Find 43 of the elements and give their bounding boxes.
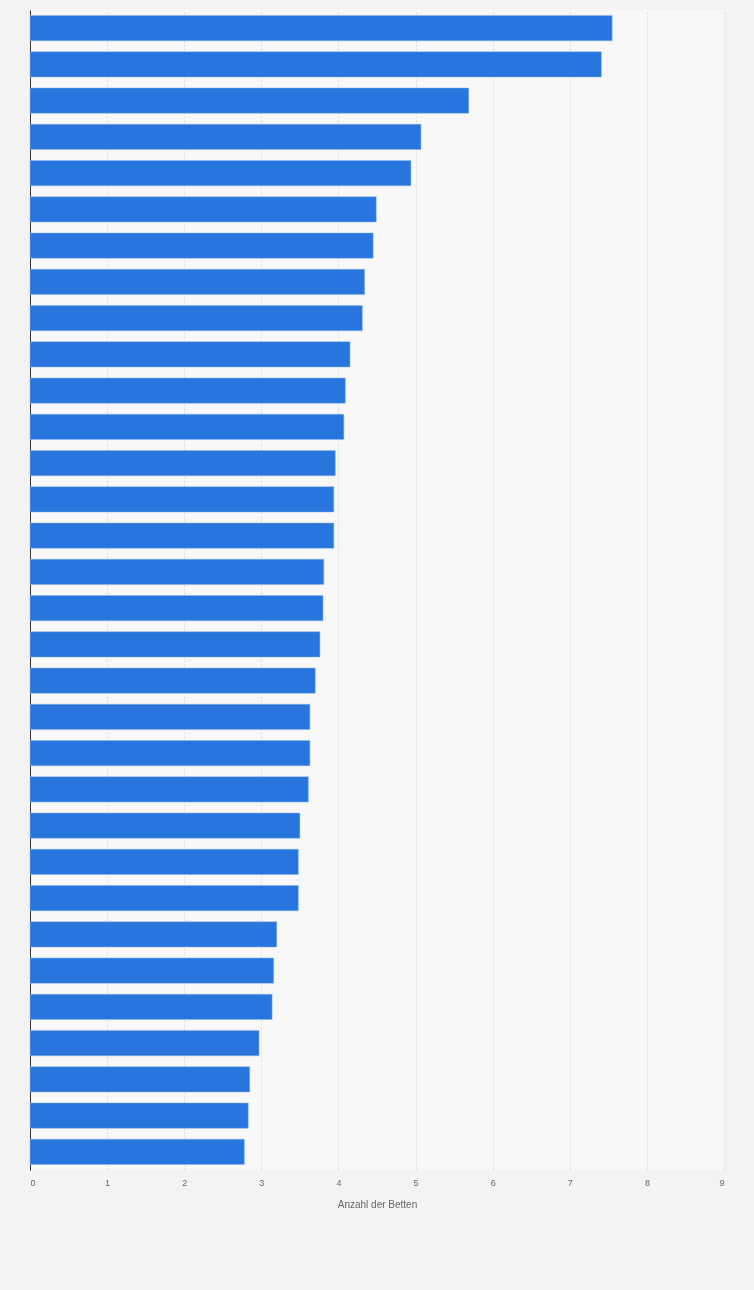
bar [29, 595, 324, 622]
bar [29, 196, 377, 223]
x-tick-label: 5 [413, 1177, 419, 1188]
bar [29, 1066, 251, 1093]
bar [29, 232, 374, 259]
bar [29, 1030, 260, 1057]
bar [29, 51, 602, 78]
bar [29, 377, 346, 404]
bar [29, 268, 365, 295]
x-tick-label: 8 [644, 1177, 650, 1188]
bar [29, 1102, 249, 1129]
x-tick-label: 1 [105, 1177, 111, 1188]
x-tick-label: 6 [490, 1177, 496, 1188]
bar [29, 558, 325, 585]
bar [29, 305, 363, 332]
x-tick-label: 4 [336, 1177, 342, 1188]
bar [29, 957, 274, 984]
x-tick-label: 3 [259, 1177, 265, 1188]
x-tick-label: 9 [719, 1177, 725, 1188]
bar [29, 123, 422, 150]
bar [29, 522, 335, 549]
bar [29, 486, 335, 513]
bar [29, 776, 309, 803]
bar [29, 993, 273, 1020]
bar [29, 631, 321, 658]
x-axis-title: Anzahl der Betten [337, 1198, 418, 1210]
bar [29, 921, 278, 948]
bar [29, 667, 316, 694]
x-tick-label: 0 [30, 1177, 36, 1188]
bar [29, 87, 470, 114]
bar [29, 413, 345, 440]
bar [29, 450, 336, 477]
bar [29, 341, 351, 368]
bar [29, 703, 311, 730]
bar [29, 848, 299, 875]
bar [29, 812, 301, 839]
bar [29, 160, 412, 187]
bar [29, 885, 299, 912]
bar [29, 1138, 245, 1165]
bar [29, 740, 311, 767]
x-tick-label: 7 [567, 1177, 573, 1188]
x-tick-label: 2 [182, 1177, 188, 1188]
bar [29, 15, 613, 42]
